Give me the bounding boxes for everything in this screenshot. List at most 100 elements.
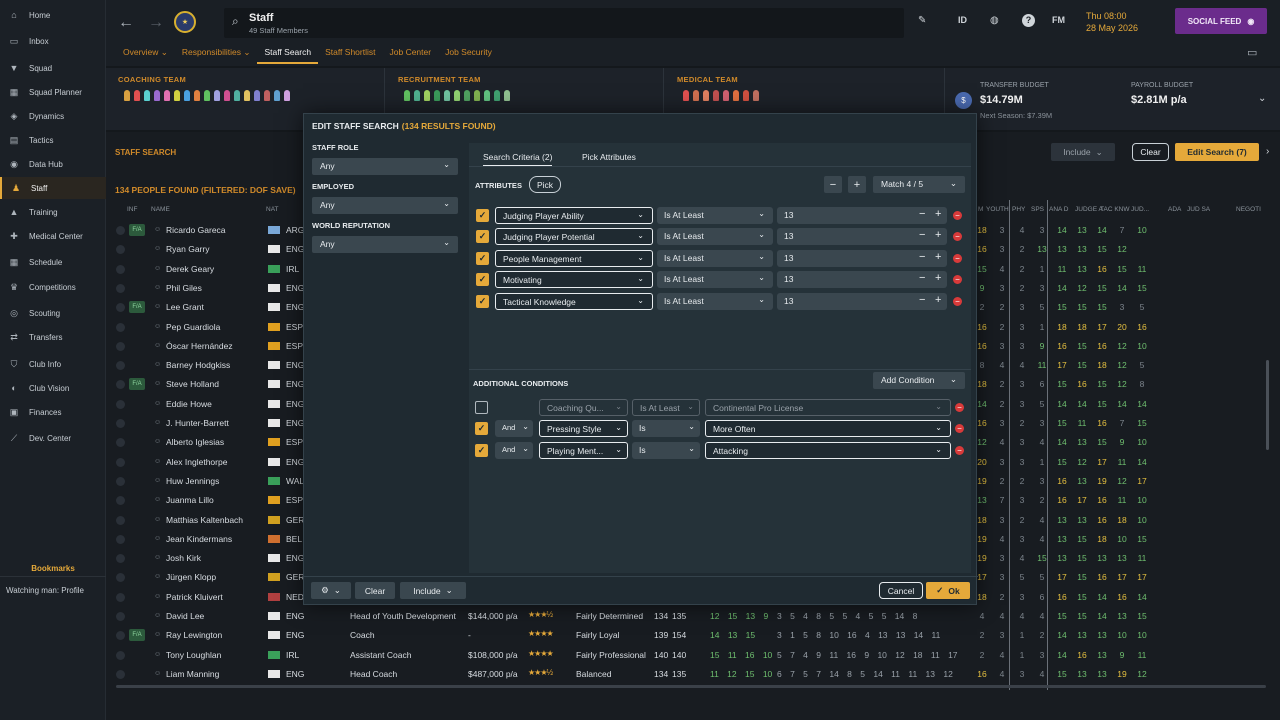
sidebar-item-staff[interactable]: ♟ Staff (0, 177, 106, 199)
column-header-inf[interactable]: INF (127, 206, 138, 213)
world-rep-select[interactable]: Any ⌄ (312, 236, 458, 253)
staff-name[interactable]: Jean Kindermans (166, 533, 233, 544)
social-feed-button[interactable]: SOCIAL FEED ◉ (1175, 8, 1267, 34)
join-select[interactable]: And ⌄ (495, 441, 533, 459)
staff-name[interactable]: David Lee (166, 611, 205, 621)
staff-name[interactable]: Tony Loughlan (166, 649, 222, 660)
table-row[interactable]: ☺ Juanma Lillo ESP 13 7 3 2 16 17 16 11 10 (110, 491, 1270, 510)
table-row[interactable]: ☺ Pep Guardiola ESP 16 2 3 1 18 18 17 20 16 (110, 318, 1270, 337)
condition-operator-select[interactable]: Is ⌄ (632, 441, 700, 459)
table-row[interactable]: ☺ Barney Hodgkiss ENG 8 4 4 11 17 15 18 12 5 (110, 356, 1270, 375)
column-header-rating[interactable]: YOUTH (986, 206, 1009, 213)
condition-value-select[interactable]: Continental Pro License ⌄ (705, 399, 951, 416)
operator-select[interactable]: Is At Least ⌄ (657, 207, 773, 224)
condition-field-select[interactable]: Pressing Style ⌄ (539, 420, 628, 438)
condition-value-select[interactable]: Attacking ⌄ (705, 441, 951, 459)
globe-icon[interactable]: ◍ (990, 15, 999, 26)
staff-name[interactable]: Liam Manning (166, 668, 220, 679)
clear-button[interactable]: Clear (1132, 143, 1169, 161)
team-block-medical-team[interactable]: MEDICAL TEAM (669, 68, 945, 130)
criteria-checkbox[interactable]: ✓ (476, 251, 489, 265)
join-select[interactable]: And ⌄ (495, 420, 533, 438)
monitor-icon[interactable]: ▭ (1247, 47, 1258, 59)
team-block-recruitment-team[interactable]: RECRUITMENT TEAM (390, 68, 666, 130)
staff-name[interactable]: Matthias Kaltenbach (166, 514, 244, 525)
condition-field-select[interactable]: Playing Ment... ⌄ (539, 441, 628, 459)
help-icon[interactable]: ? (1022, 14, 1035, 27)
remove-icon[interactable]: − (955, 424, 964, 434)
club-badge-icon[interactable]: ★ (174, 11, 196, 33)
column-header-rating[interactable]: PHY (1012, 206, 1026, 213)
staff-name[interactable]: Pep Guardiola (166, 321, 221, 332)
column-header-rating[interactable]: JUD SA (1187, 206, 1211, 213)
condition-operator-select[interactable]: Is ⌄ (632, 420, 700, 438)
column-header-rating[interactable]: ANA D (1049, 206, 1069, 213)
staff-name[interactable]: Ricardo Gareca (166, 225, 226, 235)
pencil-icon[interactable]: ✎ (918, 15, 927, 26)
column-header-rating[interactable]: ADA (1168, 206, 1182, 213)
value-input[interactable]: 13 (777, 249, 947, 267)
vertical-scrollbar[interactable] (1266, 360, 1269, 450)
condition-checkbox[interactable]: ✓ (475, 443, 488, 457)
settings-button[interactable]: ⚙ ⌄ (311, 582, 351, 599)
sidebar-item-finances[interactable]: ▣ Finances (0, 401, 106, 423)
sidebar-item-club-vision[interactable]: ◐ Club Vision (0, 377, 106, 399)
chevron-right-icon[interactable]: › (1266, 146, 1270, 157)
sidebar-item-competitions[interactable]: ♛ Competitions (0, 276, 106, 298)
table-row[interactable]: F/A ☺ Ricardo Gareca ARG 18 3 4 3 14 13 14 7 10 (110, 221, 1270, 240)
dialog-include-button[interactable]: Include ⌄ (400, 582, 466, 599)
horizontal-scrollbar[interactable] (116, 685, 1266, 688)
criteria-checkbox[interactable]: ✓ (476, 209, 489, 222)
condition-operator-select[interactable]: Is At Least ⌄ (632, 399, 700, 416)
value-input[interactable]: 13 (777, 228, 947, 246)
staff-name[interactable]: J. Hunter-Barrett (166, 418, 229, 428)
sidebar-item-transfers[interactable]: ⇄ Transfers (0, 326, 106, 348)
plus-icon[interactable]: + (935, 250, 942, 263)
attribute-select[interactable]: People Management ⌄ (495, 249, 653, 267)
staff-name[interactable]: Josh Kirk (166, 553, 201, 564)
value-input[interactable]: 13 (777, 292, 947, 310)
table-row[interactable]: ☺ Ryan Garry ENG 16 3 2 13 13 13 15 12 (110, 240, 1270, 259)
staff-name[interactable]: Alex Inglethorpe (166, 456, 228, 467)
staff-name[interactable]: Jürgen Klopp (166, 572, 217, 583)
plus-icon[interactable]: + (935, 229, 942, 242)
plus-icon[interactable]: + (935, 293, 942, 306)
staff-role-select[interactable]: Any ⌄ (312, 158, 458, 175)
criteria-checkbox[interactable]: ✓ (476, 294, 489, 308)
sidebar-item-medical-center[interactable]: ✚ Medical Center (0, 225, 106, 247)
table-row[interactable]: ☺ David Lee ENG Head of Youth Development $1… (110, 607, 1270, 626)
column-header-name[interactable]: NAME (151, 206, 170, 213)
tab-overview[interactable]: Overview ⌄ (116, 42, 175, 64)
condition-checkbox[interactable]: ✓ (475, 422, 488, 436)
table-row[interactable]: ☺ Jean Kindermans BEL 19 4 3 4 13 15 18 10 15 (110, 530, 1270, 549)
staff-name[interactable]: Alberto Iglesias (166, 437, 225, 448)
operator-select[interactable]: Is At Least ⌄ (657, 249, 773, 267)
staff-name[interactable]: Huw Jennings (166, 475, 220, 486)
operator-select[interactable]: Is At Least ⌄ (657, 228, 773, 246)
tab-search-criteria[interactable]: Search Criteria (2) (483, 152, 553, 167)
match-select[interactable]: Match 4 / 5 ⌄ (873, 176, 965, 193)
table-row[interactable]: ☺ Matthias Kaltenbach GER 18 3 2 4 13 13 16 18 10 (110, 511, 1270, 530)
table-row[interactable]: ☺ Óscar Hernández ESP 16 3 3 9 16 15 16 12 10 (110, 337, 1270, 356)
table-row[interactable]: ☺ Derek Geary IRL 15 4 2 1 11 13 16 15 11 (110, 260, 1270, 279)
tab-staff-shortlist[interactable]: Staff Shortlist (318, 42, 382, 64)
chevron-down-icon[interactable]: ⌄ (1258, 93, 1267, 104)
condition-checkbox[interactable] (475, 401, 488, 414)
plus-button[interactable]: + (848, 176, 866, 193)
remove-icon[interactable]: − (953, 232, 962, 242)
column-header-rating[interactable]: NEGOTI (1236, 206, 1261, 213)
tab-job-center[interactable]: Job Center (383, 42, 439, 64)
sidebar-item-dynamics[interactable]: ◈ Dynamics (0, 105, 106, 127)
staff-name[interactable]: Derek Geary (166, 263, 215, 274)
sidebar-item-squad[interactable]: ▼ Squad (0, 57, 106, 79)
back-arrow-icon[interactable]: ← (118, 14, 134, 31)
attribute-select[interactable]: Motivating ⌄ (495, 271, 653, 289)
column-header-rating[interactable]: JUD... (1131, 206, 1150, 213)
edit-search-button[interactable]: Edit Search (7) (1175, 143, 1259, 161)
column-header-rating[interactable]: TAC KNW (1100, 206, 1130, 213)
sidebar-item-training[interactable]: ▲ Training (0, 201, 106, 223)
attribute-select[interactable]: Judging Player Ability ⌄ (495, 207, 653, 224)
fm-label[interactable]: FM (1052, 15, 1065, 25)
table-row[interactable]: ☺ Alberto Iglesias ESP 12 4 3 4 14 13 15 9 10 (110, 433, 1270, 452)
sidebar-item-tactics[interactable]: ▤ Tactics (0, 129, 106, 151)
